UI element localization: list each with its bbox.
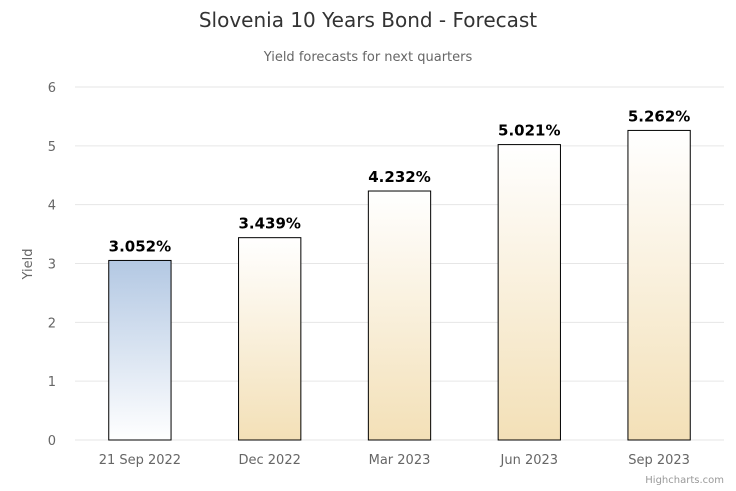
y-tick-label: 3 — [48, 258, 56, 273]
y-tick-label: 5 — [48, 140, 56, 155]
x-tick-label: Jun 2023 — [500, 453, 559, 468]
y-axis-title: Yield — [21, 249, 36, 281]
bar[interactable] — [627, 129, 691, 441]
chart-title: Slovenia 10 Years Bond - Forecast — [198, 8, 538, 32]
y-tick-label: 1 — [48, 375, 56, 390]
bar[interactable] — [238, 237, 302, 441]
y-tick-label: 4 — [48, 199, 56, 214]
x-tick-label: 21 Sep 2022 — [99, 453, 181, 468]
data-label: 3.052% — [109, 237, 171, 255]
credit-link[interactable]: Highcharts.com — [645, 475, 724, 486]
x-tick-label: Dec 2022 — [239, 453, 301, 468]
y-tick-label: 2 — [48, 316, 56, 331]
data-label: 5.262% — [628, 107, 690, 125]
y-tick-label: 6 — [48, 81, 56, 96]
data-label: 5.021% — [498, 122, 560, 140]
bar[interactable] — [108, 259, 172, 441]
chart-subtitle: Yield forecasts for next quarters — [263, 50, 473, 65]
x-tick-label: Mar 2023 — [369, 453, 431, 468]
bar[interactable] — [497, 144, 561, 441]
y-tick-label: 0 — [48, 434, 56, 449]
data-label: 3.439% — [238, 215, 300, 233]
data-label: 4.232% — [368, 168, 430, 186]
bar[interactable] — [367, 190, 432, 441]
x-tick-label: Sep 2023 — [628, 453, 690, 468]
